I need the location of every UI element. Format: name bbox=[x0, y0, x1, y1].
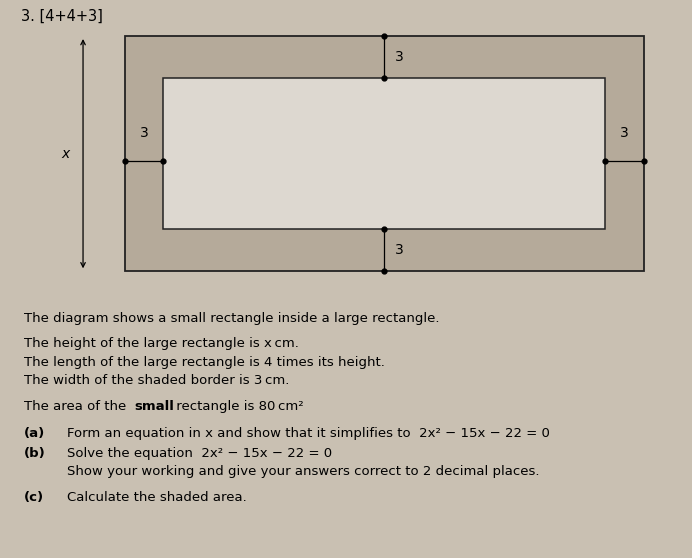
Text: Show your working and give your answers correct to 2 decimal places.: Show your working and give your answers … bbox=[67, 465, 540, 478]
Text: 3: 3 bbox=[394, 243, 403, 257]
Text: The width of the shaded border is 3 cm.: The width of the shaded border is 3 cm. bbox=[24, 374, 289, 387]
Text: Form an equation in x and show that it simplifies to  2x² − 15x − 22 = 0: Form an equation in x and show that it s… bbox=[67, 427, 550, 440]
Text: The length of the large rectangle is 4 times its height.: The length of the large rectangle is 4 t… bbox=[24, 356, 385, 369]
Text: 3: 3 bbox=[140, 126, 148, 140]
Text: Solve the equation  2x² − 15x − 22 = 0: Solve the equation 2x² − 15x − 22 = 0 bbox=[67, 447, 332, 460]
Text: (a): (a) bbox=[24, 427, 46, 440]
Text: 3: 3 bbox=[394, 50, 403, 64]
Text: (c): (c) bbox=[24, 491, 44, 504]
Text: x: x bbox=[62, 147, 70, 161]
Text: 3: 3 bbox=[620, 126, 628, 140]
Bar bbox=[163, 79, 605, 229]
Text: (b): (b) bbox=[24, 447, 46, 460]
Text: rectangle is 80 cm²: rectangle is 80 cm² bbox=[172, 400, 304, 413]
Bar bbox=[125, 36, 644, 271]
Text: The area of the: The area of the bbox=[24, 400, 131, 413]
Text: 3. [4+4+3]: 3. [4+4+3] bbox=[21, 9, 102, 24]
Text: small: small bbox=[134, 400, 174, 413]
Text: Calculate the shaded area.: Calculate the shaded area. bbox=[67, 491, 247, 504]
Text: The height of the large rectangle is x cm.: The height of the large rectangle is x c… bbox=[24, 337, 299, 350]
Text: The diagram shows a small rectangle inside a large rectangle.: The diagram shows a small rectangle insi… bbox=[24, 311, 439, 325]
